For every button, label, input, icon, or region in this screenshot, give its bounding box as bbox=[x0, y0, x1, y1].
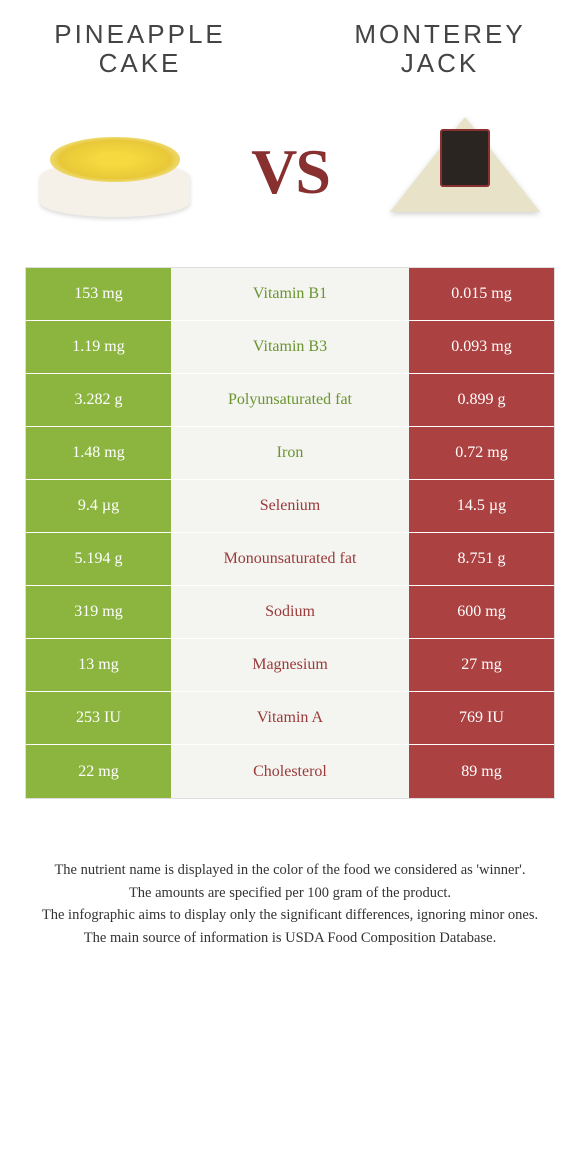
table-row: 22 mgCholesterol89 mg bbox=[26, 745, 554, 798]
left-value: 9.4 µg bbox=[26, 480, 171, 532]
left-value: 5.194 g bbox=[26, 533, 171, 585]
vs-label: VS bbox=[251, 135, 329, 209]
right-value: 8.751 g bbox=[409, 533, 554, 585]
right-value: 769 IU bbox=[409, 692, 554, 744]
right-value: 89 mg bbox=[409, 745, 554, 798]
nutrient-label: Vitamin A bbox=[171, 692, 409, 744]
footer-line: The main source of information is USDA F… bbox=[30, 927, 550, 949]
right-title: MONTEREY JACK bbox=[340, 20, 540, 77]
images-row: VS bbox=[0, 87, 580, 267]
right-value: 0.899 g bbox=[409, 374, 554, 426]
table-row: 1.19 mgVitamin B30.093 mg bbox=[26, 321, 554, 374]
footer-line: The infographic aims to display only the… bbox=[30, 904, 550, 926]
table-row: 1.48 mgIron0.72 mg bbox=[26, 427, 554, 480]
nutrient-label: Selenium bbox=[171, 480, 409, 532]
right-value: 600 mg bbox=[409, 586, 554, 638]
table-row: 13 mgMagnesium27 mg bbox=[26, 639, 554, 692]
footer-notes: The nutrient name is displayed in the co… bbox=[0, 799, 580, 969]
table-row: 153 mgVitamin B10.015 mg bbox=[26, 268, 554, 321]
left-value: 153 mg bbox=[26, 268, 171, 320]
right-value: 14.5 µg bbox=[409, 480, 554, 532]
header: PINEAPPLE CAKE MONTEREY JACK bbox=[0, 0, 580, 87]
left-value: 22 mg bbox=[26, 745, 171, 798]
nutrient-label: Monounsaturated fat bbox=[171, 533, 409, 585]
table-row: 9.4 µgSelenium14.5 µg bbox=[26, 480, 554, 533]
table-row: 3.282 gPolyunsaturated fat0.899 g bbox=[26, 374, 554, 427]
left-value: 13 mg bbox=[26, 639, 171, 691]
nutrient-label: Polyunsaturated fat bbox=[171, 374, 409, 426]
left-value: 253 IU bbox=[26, 692, 171, 744]
nutrient-label: Iron bbox=[171, 427, 409, 479]
right-value: 0.015 mg bbox=[409, 268, 554, 320]
nutrient-label: Vitamin B1 bbox=[171, 268, 409, 320]
right-value: 27 mg bbox=[409, 639, 554, 691]
left-value: 1.19 mg bbox=[26, 321, 171, 373]
left-value: 1.48 mg bbox=[26, 427, 171, 479]
monterey-jack-image bbox=[380, 102, 550, 242]
nutrient-label: Sodium bbox=[171, 586, 409, 638]
left-value: 319 mg bbox=[26, 586, 171, 638]
right-value: 0.093 mg bbox=[409, 321, 554, 373]
left-value: 3.282 g bbox=[26, 374, 171, 426]
table-row: 319 mgSodium600 mg bbox=[26, 586, 554, 639]
right-value: 0.72 mg bbox=[409, 427, 554, 479]
nutrient-table: 153 mgVitamin B10.015 mg1.19 mgVitamin B… bbox=[25, 267, 555, 799]
left-title: PINEAPPLE CAKE bbox=[40, 20, 240, 77]
nutrient-label: Cholesterol bbox=[171, 745, 409, 798]
nutrient-label: Vitamin B3 bbox=[171, 321, 409, 373]
table-row: 5.194 gMonounsaturated fat8.751 g bbox=[26, 533, 554, 586]
table-row: 253 IUVitamin A769 IU bbox=[26, 692, 554, 745]
pineapple-cake-image bbox=[30, 102, 200, 242]
footer-line: The nutrient name is displayed in the co… bbox=[30, 859, 550, 881]
nutrient-label: Magnesium bbox=[171, 639, 409, 691]
footer-line: The amounts are specified per 100 gram o… bbox=[30, 882, 550, 904]
